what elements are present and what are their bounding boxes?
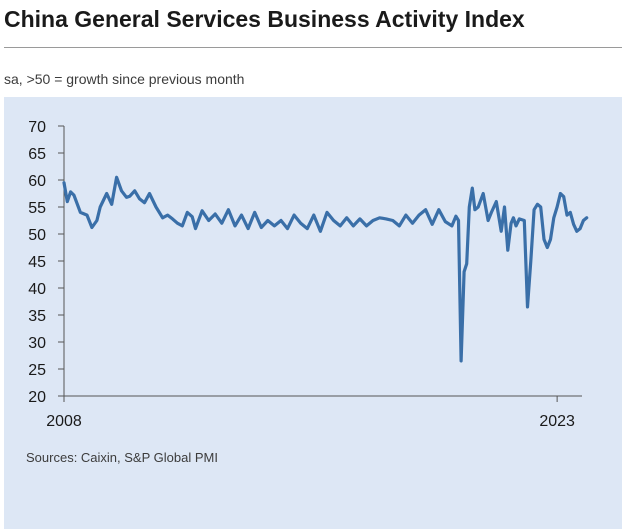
y-tick-label: 25 xyxy=(28,362,46,379)
x-tick-label: 2008 xyxy=(46,413,82,430)
y-axis: 20 25 30 35 40 45 50 55 60 65 70 xyxy=(28,119,65,406)
x-axis: 2008 2023 xyxy=(46,395,582,430)
chart-panel xyxy=(4,97,622,529)
series-line xyxy=(62,175,589,363)
y-tick-label: 60 xyxy=(28,173,46,190)
y-tick-label: 20 xyxy=(28,389,46,406)
chart-title: China General Services Business Activity… xyxy=(4,6,525,32)
y-tick-label: 45 xyxy=(28,254,46,271)
y-tick-label: 65 xyxy=(28,146,46,163)
x-tick-label: 2023 xyxy=(539,413,575,430)
y-tick-label: 30 xyxy=(28,335,46,352)
chart-subtitle: sa, >50 = growth since previous month xyxy=(4,71,245,87)
source-note: Sources: Caixin, S&P Global PMI xyxy=(26,450,218,465)
y-tick-label: 35 xyxy=(28,308,46,325)
title-divider xyxy=(4,47,622,48)
y-tick-label: 55 xyxy=(28,200,46,217)
y-tick-label: 50 xyxy=(28,227,46,244)
y-tick-label: 70 xyxy=(28,119,46,136)
y-tick-label: 40 xyxy=(28,281,46,298)
